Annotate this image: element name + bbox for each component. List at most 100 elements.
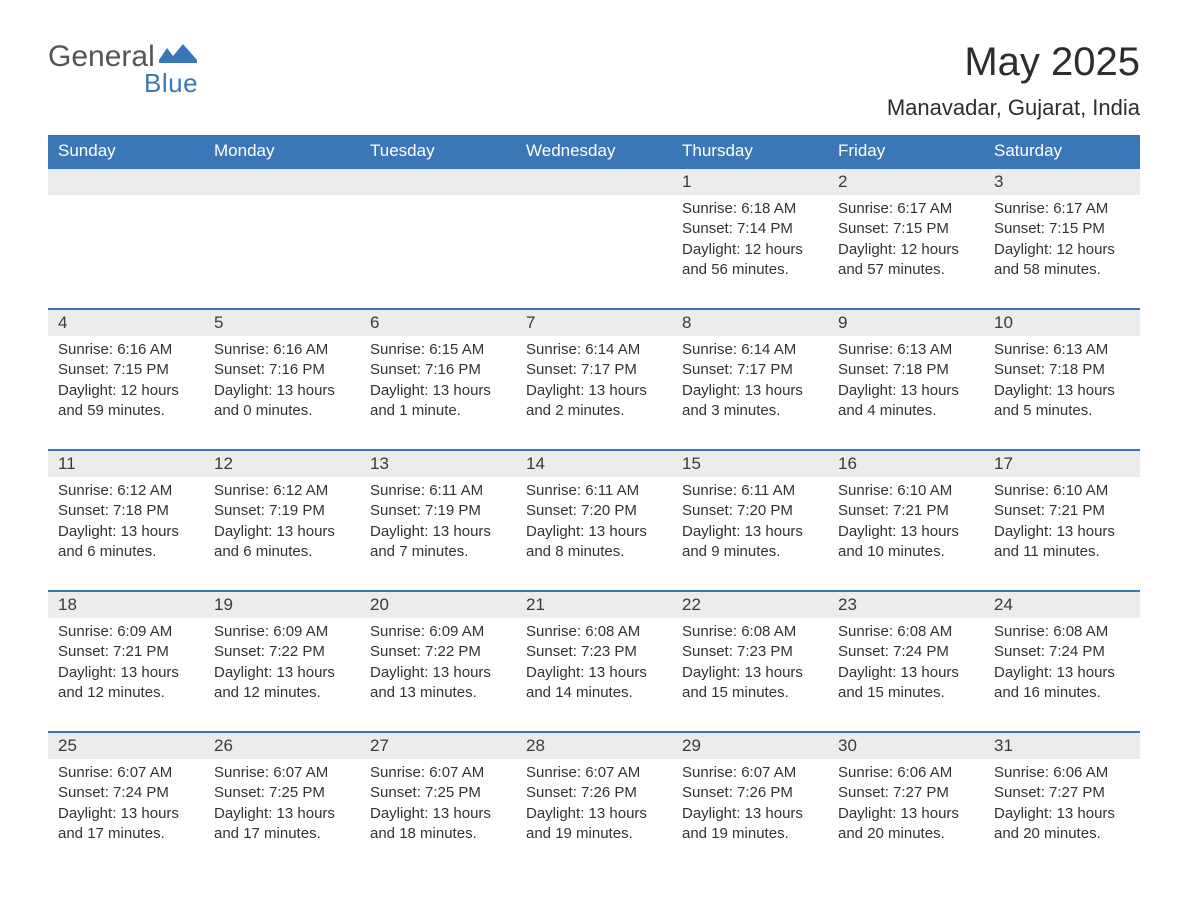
- day-number-cell: 19: [204, 591, 360, 618]
- daylight-text: Daylight: 13 hours and 6 minutes.: [214, 522, 350, 563]
- day-header: Friday: [828, 135, 984, 168]
- page-header: General Blue May 2025 Manavadar, Gujarat…: [48, 40, 1140, 131]
- day-detail-cell: Sunrise: 6:07 AMSunset: 7:26 PMDaylight:…: [672, 759, 828, 855]
- day-number-cell: 5: [204, 309, 360, 336]
- brand-logo: General Blue: [48, 40, 198, 99]
- sunrise-text: Sunrise: 6:11 AM: [526, 481, 662, 501]
- day-number-cell: 21: [516, 591, 672, 618]
- sunset-text: Sunset: 7:18 PM: [838, 360, 974, 380]
- daylight-text: Daylight: 13 hours and 6 minutes.: [58, 522, 194, 563]
- daylight-text: Daylight: 13 hours and 15 minutes.: [682, 663, 818, 704]
- day-detail-cell: Sunrise: 6:11 AMSunset: 7:20 PMDaylight:…: [672, 477, 828, 591]
- daylight-text: Daylight: 13 hours and 9 minutes.: [682, 522, 818, 563]
- sunset-text: Sunset: 7:17 PM: [682, 360, 818, 380]
- day-number-cell: [516, 168, 672, 195]
- sunrise-text: Sunrise: 6:07 AM: [526, 763, 662, 783]
- daylight-text: Daylight: 13 hours and 14 minutes.: [526, 663, 662, 704]
- brand-word-2: Blue: [144, 68, 198, 99]
- daylight-text: Daylight: 12 hours and 57 minutes.: [838, 240, 974, 281]
- sunset-text: Sunset: 7:26 PM: [682, 783, 818, 803]
- daylight-text: Daylight: 13 hours and 4 minutes.: [838, 381, 974, 422]
- daylight-text: Daylight: 13 hours and 7 minutes.: [370, 522, 506, 563]
- sunset-text: Sunset: 7:15 PM: [994, 219, 1130, 239]
- calendar-table: Sunday Monday Tuesday Wednesday Thursday…: [48, 135, 1140, 855]
- sunrise-text: Sunrise: 6:12 AM: [214, 481, 350, 501]
- day-detail-cell: Sunrise: 6:13 AMSunset: 7:18 PMDaylight:…: [828, 336, 984, 450]
- day-detail-cell: Sunrise: 6:08 AMSunset: 7:23 PMDaylight:…: [672, 618, 828, 732]
- sunset-text: Sunset: 7:17 PM: [526, 360, 662, 380]
- week-daynum-row: 123: [48, 168, 1140, 195]
- day-number-cell: 26: [204, 732, 360, 759]
- day-number-cell: 28: [516, 732, 672, 759]
- day-detail-cell: Sunrise: 6:06 AMSunset: 7:27 PMDaylight:…: [828, 759, 984, 855]
- sunset-text: Sunset: 7:22 PM: [370, 642, 506, 662]
- day-number-cell: 30: [828, 732, 984, 759]
- daylight-text: Daylight: 13 hours and 19 minutes.: [526, 804, 662, 845]
- day-detail-cell: [360, 195, 516, 309]
- day-header-row: Sunday Monday Tuesday Wednesday Thursday…: [48, 135, 1140, 168]
- day-detail-cell: Sunrise: 6:07 AMSunset: 7:25 PMDaylight:…: [360, 759, 516, 855]
- daylight-text: Daylight: 13 hours and 5 minutes.: [994, 381, 1130, 422]
- sunset-text: Sunset: 7:18 PM: [58, 501, 194, 521]
- sunset-text: Sunset: 7:27 PM: [994, 783, 1130, 803]
- day-number-cell: 2: [828, 168, 984, 195]
- daylight-text: Daylight: 13 hours and 1 minute.: [370, 381, 506, 422]
- sunset-text: Sunset: 7:26 PM: [526, 783, 662, 803]
- day-detail-cell: [204, 195, 360, 309]
- sunrise-text: Sunrise: 6:06 AM: [994, 763, 1130, 783]
- sunset-text: Sunset: 7:20 PM: [682, 501, 818, 521]
- day-detail-cell: [516, 195, 672, 309]
- daylight-text: Daylight: 13 hours and 11 minutes.: [994, 522, 1130, 563]
- day-number-cell: 12: [204, 450, 360, 477]
- sunrise-text: Sunrise: 6:13 AM: [994, 340, 1130, 360]
- day-detail-cell: Sunrise: 6:06 AMSunset: 7:27 PMDaylight:…: [984, 759, 1140, 855]
- day-number-cell: 13: [360, 450, 516, 477]
- day-detail-cell: Sunrise: 6:14 AMSunset: 7:17 PMDaylight:…: [672, 336, 828, 450]
- day-detail-cell: Sunrise: 6:12 AMSunset: 7:19 PMDaylight:…: [204, 477, 360, 591]
- sunset-text: Sunset: 7:14 PM: [682, 219, 818, 239]
- day-detail-cell: [48, 195, 204, 309]
- brand-flag-icon: [159, 44, 197, 71]
- week-detail-row: Sunrise: 6:18 AMSunset: 7:14 PM Daylight:…: [48, 195, 1140, 309]
- day-detail-cell: Sunrise: 6:11 AMSunset: 7:20 PMDaylight:…: [516, 477, 672, 591]
- sunset-text: Sunset: 7:27 PM: [838, 783, 974, 803]
- sunrise-text: Sunrise: 6:08 AM: [994, 622, 1130, 642]
- day-detail-cell: Sunrise: 6:09 AMSunset: 7:21 PMDaylight:…: [48, 618, 204, 732]
- day-header: Sunday: [48, 135, 204, 168]
- sunrise-text: Sunrise: 6:12 AM: [58, 481, 194, 501]
- daylight-text: Daylight: 13 hours and 20 minutes.: [994, 804, 1130, 845]
- day-number-cell: 25: [48, 732, 204, 759]
- sunrise-text: Sunrise: 6:07 AM: [682, 763, 818, 783]
- day-number-cell: 7: [516, 309, 672, 336]
- day-number-cell: 15: [672, 450, 828, 477]
- day-number-cell: 29: [672, 732, 828, 759]
- sunset-text: Sunset: 7:19 PM: [214, 501, 350, 521]
- sunrise-text: Sunrise: 6:17 AM: [838, 199, 974, 219]
- sunrise-text: Sunrise: 6:18 AM: [682, 199, 818, 219]
- sunset-text: Sunset: 7:19 PM: [370, 501, 506, 521]
- day-detail-cell: Sunrise: 6:09 AMSunset: 7:22 PMDaylight:…: [360, 618, 516, 732]
- sunset-text: Sunset: 7:22 PM: [214, 642, 350, 662]
- day-detail-cell: Sunrise: 6:12 AMSunset: 7:18 PMDaylight:…: [48, 477, 204, 591]
- day-detail-cell: Sunrise: 6:07 AMSunset: 7:26 PMDaylight:…: [516, 759, 672, 855]
- daylight-text: Daylight: 13 hours and 18 minutes.: [370, 804, 506, 845]
- daylight-text: Daylight: 13 hours and 19 minutes.: [682, 804, 818, 845]
- day-number-cell: 24: [984, 591, 1140, 618]
- sunrise-text: Sunrise: 6:08 AM: [838, 622, 974, 642]
- daylight-text: Daylight: 13 hours and 2 minutes.: [526, 381, 662, 422]
- day-number-cell: [48, 168, 204, 195]
- daylight-text: Daylight: 13 hours and 0 minutes.: [214, 381, 350, 422]
- day-detail-cell: Sunrise: 6:10 AMSunset: 7:21 PMDaylight:…: [984, 477, 1140, 591]
- day-detail-cell: Sunrise: 6:07 AMSunset: 7:24 PMDaylight:…: [48, 759, 204, 855]
- day-number-cell: 9: [828, 309, 984, 336]
- day-number-cell: [360, 168, 516, 195]
- day-header: Tuesday: [360, 135, 516, 168]
- day-header: Thursday: [672, 135, 828, 168]
- sunrise-text: Sunrise: 6:07 AM: [370, 763, 506, 783]
- daylight-text: Daylight: 12 hours and 59 minutes.: [58, 381, 194, 422]
- daylight-text: Daylight: 13 hours and 15 minutes.: [838, 663, 974, 704]
- daylight-text: Daylight: 13 hours and 20 minutes.: [838, 804, 974, 845]
- day-detail-cell: Sunrise: 6:07 AMSunset: 7:25 PMDaylight:…: [204, 759, 360, 855]
- day-header: Saturday: [984, 135, 1140, 168]
- sunrise-text: Sunrise: 6:16 AM: [214, 340, 350, 360]
